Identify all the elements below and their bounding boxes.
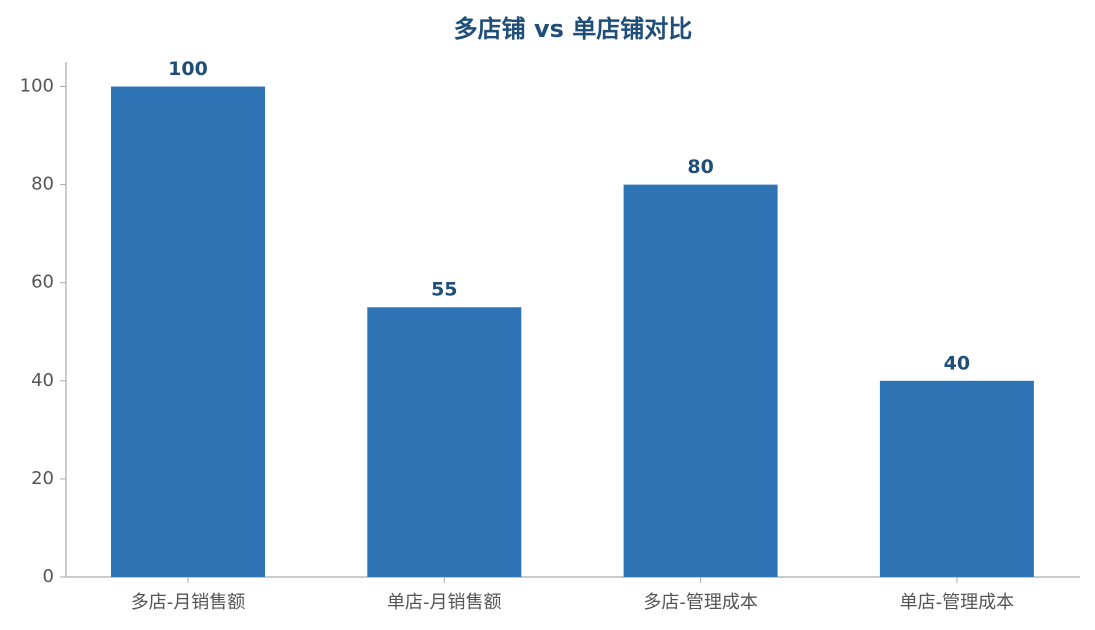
x-tick-label: 单店-管理成本 — [900, 592, 1015, 613]
y-tick-label: 20 — [31, 468, 54, 489]
chart-title: 多店铺 vs 单店铺对比 — [454, 15, 693, 43]
y-tick-label: 60 — [31, 272, 54, 293]
y-tick-label: 100 — [20, 76, 54, 97]
value-label: 55 — [431, 279, 457, 301]
bar — [111, 86, 265, 578]
y-tick-label: 80 — [31, 174, 54, 195]
value-label: 80 — [687, 156, 713, 178]
y-tick-label: 0 — [43, 566, 54, 587]
bar — [367, 307, 522, 577]
x-tick-label: 单店-月销售额 — [387, 592, 502, 613]
y-tick-label: 40 — [31, 370, 54, 391]
x-tick-label: 多店-管理成本 — [643, 592, 758, 613]
bar — [623, 184, 778, 577]
value-label: 100 — [168, 58, 208, 80]
bar — [879, 380, 1034, 577]
x-tick-label: 多店-月销售额 — [131, 592, 246, 613]
value-label: 40 — [944, 352, 970, 374]
